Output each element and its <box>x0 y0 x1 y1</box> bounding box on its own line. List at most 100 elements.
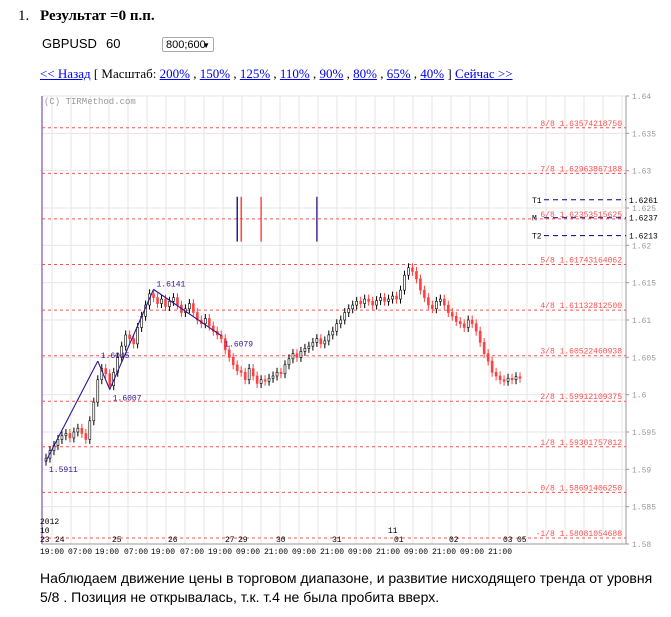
x-date-label: 24 <box>55 536 65 545</box>
y-tick-label: 1.595 <box>632 429 656 438</box>
candle-body <box>506 377 510 382</box>
scale-link-80[interactable]: 80% <box>353 66 377 81</box>
x-time-label: 09:00 <box>348 548 372 557</box>
murrey-level-label: 2/8 1.59912109375 <box>540 393 622 402</box>
candle-body <box>311 342 315 347</box>
x-date-label: 02 <box>449 536 459 545</box>
candle-body <box>287 358 291 366</box>
candle-body <box>235 364 239 372</box>
target-lines: T1 1.6261 M 1.6237 T2 1.6213 <box>532 197 658 242</box>
candle-body <box>415 271 418 280</box>
back-link[interactable]: << Назад <box>40 66 91 81</box>
candle-body <box>208 318 211 327</box>
wave-point-label: 1.6045 <box>101 352 130 361</box>
candle-body <box>80 427 84 434</box>
candle-body <box>470 319 474 325</box>
instrument-row: GBPUSD 60 <box>42 36 162 51</box>
x-time-label: 19:00 <box>95 548 119 557</box>
candle-body <box>498 375 502 381</box>
candle-body <box>439 298 442 302</box>
candle-body <box>478 330 482 343</box>
candle-body <box>458 321 462 325</box>
x-date-label: 29 <box>238 536 248 545</box>
candle-body <box>514 376 518 381</box>
scale-link-40[interactable]: 40% <box>420 66 445 81</box>
x-date-label: 03 <box>503 536 513 545</box>
candle-body <box>411 267 414 272</box>
candle-body <box>427 297 430 306</box>
murrey-level-label: 7/8 1.62963867188 <box>540 165 622 174</box>
x-time-label: 21:00 <box>488 548 512 557</box>
candle-body <box>466 319 470 328</box>
x-time-label: 07:00 <box>68 548 92 557</box>
target-name: T1 <box>532 197 542 206</box>
scale-link-200[interactable]: 200% <box>159 66 190 81</box>
x-time-label: 09:00 <box>404 548 428 557</box>
candle-body <box>375 300 378 306</box>
wave-point-label: 1.6007 <box>113 394 142 403</box>
candle-body <box>435 301 438 310</box>
candle-body <box>307 345 311 349</box>
x-time-label: 07:00 <box>124 548 148 557</box>
wave-point-label: 1.5911 <box>49 466 78 475</box>
chart-grid <box>41 95 627 545</box>
x-date-label: 25 <box>112 536 122 545</box>
wave-point-label: 1.6079 <box>224 341 253 350</box>
price-chart-svg: 8/8 1.63574218750 7/8 1.62963867188 6/8 1.… <box>38 92 664 558</box>
candle-body <box>315 338 319 343</box>
candle-body <box>407 267 410 276</box>
now-link[interactable]: Сейчас >> <box>454 66 513 81</box>
x-date-label: 11 <box>388 527 398 536</box>
symbol-label: GBPUSD <box>42 36 97 51</box>
candle-body <box>124 334 127 347</box>
candle-body <box>474 323 478 332</box>
y-tick-label: 1.64 <box>632 93 651 102</box>
candle-body <box>160 298 163 304</box>
scale-link-125[interactable]: 125% <box>239 66 271 81</box>
scale-link-110[interactable]: 110% <box>279 66 310 81</box>
target-value-label: 1.6261 <box>629 197 658 206</box>
murrey-level-label: 4/8 1.61132812500 <box>540 302 622 311</box>
candle-body <box>72 431 76 439</box>
candle-body <box>251 368 255 377</box>
y-tick-label: 1.625 <box>632 205 656 214</box>
candle-body <box>331 330 335 336</box>
y-tick-label: 1.59 <box>632 466 651 475</box>
result-title: Результат =0 п.п. <box>40 8 155 24</box>
candle-body <box>152 293 155 298</box>
candle-body <box>267 377 271 382</box>
candle-body <box>510 377 514 381</box>
x-date-label: 01 <box>394 536 404 545</box>
candle-body <box>363 298 366 304</box>
y-tick-label: 1.615 <box>632 280 656 289</box>
wave-segment <box>45 360 99 462</box>
candle-body <box>339 319 343 325</box>
candle-body <box>450 312 454 317</box>
x-time-label: 21:00 <box>320 548 344 557</box>
wave-point-label: 1.6141 <box>157 280 186 289</box>
murrey-level-label: -1/8 1.58081054688 <box>536 530 623 539</box>
candle-body <box>223 338 227 351</box>
murrey-level-label: 3/8 1.60522460938 <box>540 348 622 357</box>
period-label: 60 <box>106 36 121 51</box>
chart-size-select[interactable]: 800;600 ▼ <box>162 37 214 52</box>
chart-size-value: 800;600 <box>166 39 206 51</box>
candle-body <box>399 289 402 300</box>
x-date-label: 26 <box>168 536 178 545</box>
x-date-label: 30 <box>276 536 286 545</box>
y-tick-label: 1.6 <box>632 392 647 401</box>
candle-body <box>188 303 191 310</box>
candle-body <box>431 304 434 310</box>
scale-link-65[interactable]: 65% <box>386 66 411 81</box>
candle-body <box>271 375 275 379</box>
candle-body <box>359 301 362 304</box>
candle-body <box>295 353 299 358</box>
candle-body <box>454 315 458 322</box>
scale-link-90[interactable]: 90% <box>319 66 344 81</box>
x-time-label: 21:00 <box>264 548 288 557</box>
y-tick-label: 1.63 <box>632 168 651 177</box>
candle-body <box>243 371 247 381</box>
scale-open-label: [ Масштаб: <box>93 66 157 81</box>
scale-link-150[interactable]: 150% <box>199 66 231 81</box>
candle-body <box>204 318 207 325</box>
